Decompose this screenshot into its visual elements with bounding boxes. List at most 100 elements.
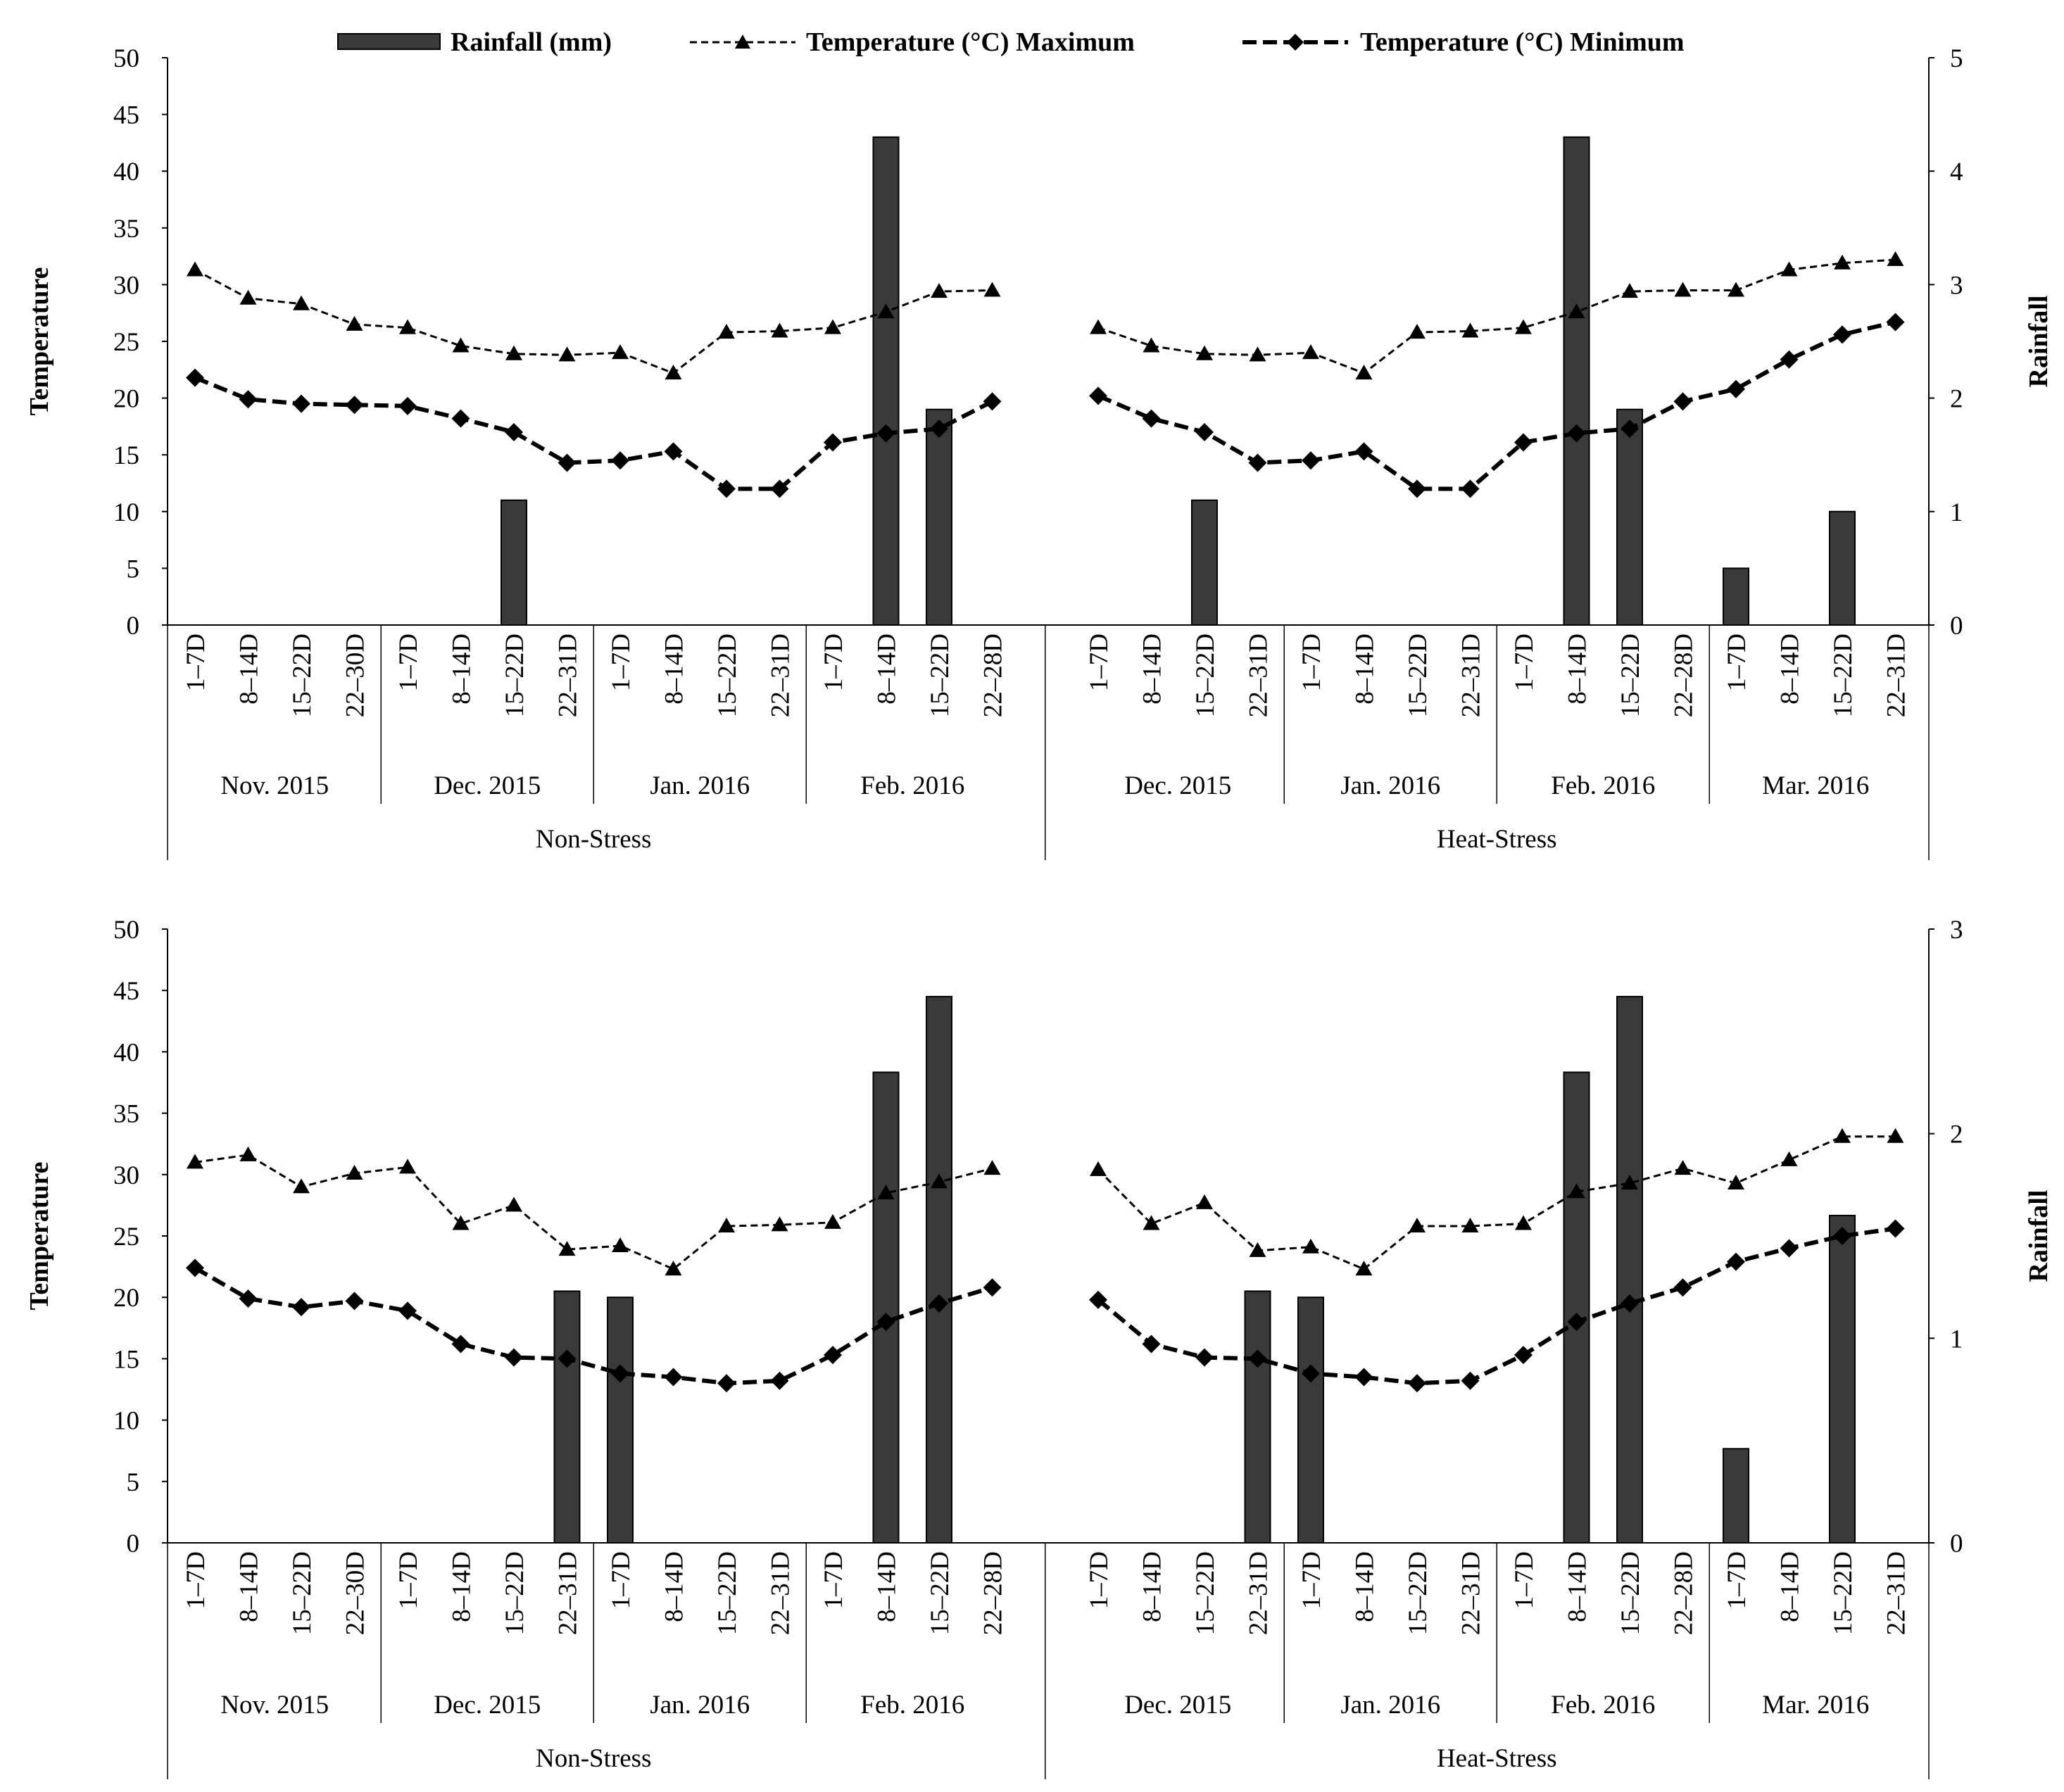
tmax-point	[665, 1261, 682, 1276]
tmax-point	[1249, 346, 1266, 362]
rainfall-bar	[926, 995, 952, 1544]
tmax-point	[1728, 1175, 1744, 1190]
week-tick-label: 15–22D	[1404, 633, 1433, 717]
y-tick-label-left: 15	[113, 1345, 139, 1374]
rainfall-bar	[607, 1296, 634, 1544]
y-tick-label-right: 0	[1950, 1529, 1963, 1558]
month-label: Dec. 2015	[434, 1691, 541, 1720]
week-tick-label: 1–7D	[1085, 633, 1114, 691]
tmin-point	[824, 433, 842, 452]
tmax-point	[293, 1178, 310, 1194]
tmin-point	[1195, 1348, 1214, 1367]
week-tick-label: 1–7D	[819, 633, 848, 691]
week-tick-label: 1–7D	[819, 1551, 848, 1609]
week-tick-label: 22–31D	[1882, 1551, 1911, 1635]
tmin-point	[770, 1371, 789, 1390]
rainfall-bar	[1563, 136, 1590, 626]
tmin-point	[1780, 1239, 1799, 1258]
week-tick-label: 15–22D	[1191, 633, 1220, 717]
y-tick-label-left: 35	[113, 215, 139, 244]
tmin-point	[1354, 442, 1373, 461]
tmin-line	[1097, 320, 1896, 491]
month-label: Feb. 2016	[860, 1691, 964, 1720]
week-tick-label: 15–22D	[1616, 1551, 1645, 1635]
y-tick-label-left: 45	[113, 977, 139, 1006]
week-tick-label: 1–7D	[607, 1551, 636, 1609]
y-axis-title-right: Rainfall	[2024, 1190, 2053, 1282]
chart-bottom: 0 5 10 15 20 25 30 35 40 45 50 0 1 2 3 Temperature Rainf…	[25, 916, 2053, 1779]
tmin-point	[1142, 409, 1161, 428]
week-tick-label: 1–7D	[1085, 1551, 1114, 1609]
month-label: Mar. 2016	[1762, 1691, 1869, 1720]
tmax-point	[612, 1237, 629, 1252]
y-tick-label-left: 30	[113, 271, 139, 300]
rainfall-bar	[1191, 499, 1218, 626]
y-tick-label-left: 0	[127, 1529, 140, 1558]
tmax-point	[877, 303, 895, 319]
tmax-point	[346, 315, 363, 331]
week-tick-label: 8–14D	[1351, 633, 1380, 705]
y-tick-label-right: 3	[1950, 271, 1963, 300]
week-tick-label: 15–22D	[926, 633, 955, 717]
tmax-point	[1887, 251, 1904, 266]
y-tick-label-left: 35	[113, 1100, 139, 1129]
tmin-point	[611, 451, 629, 470]
tmax-point	[1621, 1175, 1638, 1190]
tmin-point	[983, 1278, 1002, 1297]
tmax-point	[1461, 1218, 1479, 1233]
treatment-label: Heat-Stress	[1437, 1744, 1557, 1773]
week-tick-label: 15–22D	[1829, 633, 1858, 717]
y-tick-label-left: 50	[113, 44, 139, 73]
week-tick-label: 22–28D	[1670, 1551, 1699, 1635]
rainfall-bar	[1723, 1448, 1749, 1544]
week-tick-label: 22–31D	[1882, 633, 1911, 717]
y-tick-label-left: 5	[127, 1468, 140, 1497]
tmax-point	[824, 1213, 841, 1229]
tmin-point	[398, 1301, 417, 1320]
y-tick-label-left: 50	[113, 916, 139, 945]
tmax-point	[1780, 261, 1798, 277]
month-label: Feb. 2016	[1551, 1691, 1655, 1720]
week-tick-label: 1–7D	[394, 633, 423, 691]
tmax-line	[1097, 1135, 1896, 1270]
tmax-point	[505, 1197, 522, 1212]
y-tick-label-left: 5	[127, 555, 140, 583]
tmin-point	[1567, 1313, 1586, 1332]
week-tick-label: 1–7D	[1723, 1551, 1751, 1609]
week-tick-label: 1–7D	[1510, 633, 1539, 691]
legend-tmin-marker	[1287, 34, 1304, 51]
tmax-point	[1515, 319, 1532, 334]
week-tick-label: 8–14D	[1351, 1551, 1380, 1622]
tmax-point	[1090, 1161, 1107, 1176]
week-tick-label: 1–7D	[182, 633, 210, 691]
tmin-point	[824, 1346, 842, 1365]
tmax-point	[558, 1241, 576, 1256]
rainfall-bar	[872, 136, 900, 626]
tmax-point	[1090, 319, 1107, 334]
tmin-point	[398, 396, 417, 415]
week-tick-label: 15–22D	[288, 1551, 317, 1635]
tmin-point	[1727, 1252, 1745, 1271]
y-tick-label-right: 0	[1950, 612, 1963, 641]
tmax-point	[1249, 1242, 1266, 1257]
tmin-point	[1089, 1290, 1107, 1309]
tmax-point	[1143, 1215, 1160, 1230]
tmin-point	[558, 1349, 577, 1368]
week-tick-label: 22–31D	[1457, 1551, 1486, 1635]
rainfall-bar	[1244, 1290, 1271, 1544]
week-tick-label: 22–28D	[979, 1551, 1008, 1635]
tmin-point	[1089, 386, 1107, 405]
week-tick-label: 1–7D	[1510, 1551, 1539, 1609]
y-tick-label-right: 5	[1950, 44, 1963, 73]
week-tick-label: 8–14D	[448, 1551, 477, 1622]
tmin-point	[451, 1334, 470, 1354]
tmax-point	[1780, 1151, 1798, 1166]
week-tick-label: 15–22D	[1191, 1551, 1220, 1635]
tmax-point	[1355, 365, 1373, 380]
rainfall-bar	[553, 1290, 581, 1544]
rainfall-bar	[872, 1071, 900, 1544]
tmin-point	[1833, 325, 1851, 344]
rainfall-bar	[1723, 567, 1749, 626]
week-tick-label: 15–22D	[501, 1551, 529, 1635]
